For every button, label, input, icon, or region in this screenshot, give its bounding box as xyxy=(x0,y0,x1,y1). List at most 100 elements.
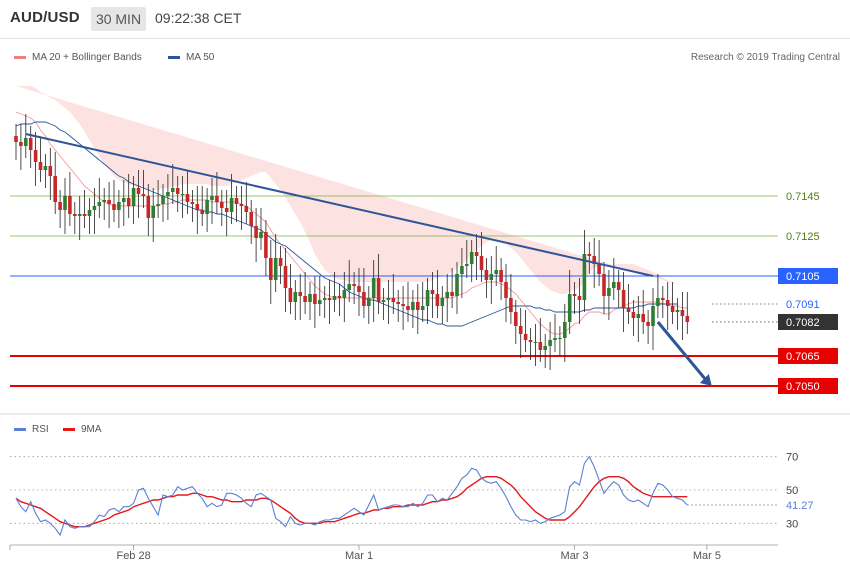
candle-body-29 xyxy=(156,204,160,206)
candle-body-17 xyxy=(97,202,102,206)
candle-body-45 xyxy=(234,198,239,204)
rsi-line xyxy=(15,455,688,537)
candle-body-51 xyxy=(264,232,268,258)
candle-body-128 xyxy=(641,314,645,322)
candle-body-88 xyxy=(445,292,449,298)
bollinger-band xyxy=(16,86,683,294)
symbol-label: AUD/USD xyxy=(10,9,80,26)
candle-body-94 xyxy=(474,252,479,256)
candle-body-31 xyxy=(166,192,170,196)
candle-body-81 xyxy=(411,302,415,310)
candle-body-16 xyxy=(92,206,97,210)
candle-body-12 xyxy=(73,214,77,216)
trend-line xyxy=(25,133,654,277)
candle-body-27 xyxy=(146,196,151,218)
time-tick-label-3: Mar 5 xyxy=(693,550,721,562)
rsi-label: RSI xyxy=(32,424,49,435)
candle-body-87 xyxy=(440,298,445,306)
rsi-last-value: 41.27 xyxy=(786,500,814,512)
candle-body-77 xyxy=(391,298,396,302)
candle-body-109 xyxy=(548,340,552,346)
candle-body-102 xyxy=(514,312,518,326)
candle-body-107 xyxy=(538,342,543,350)
candle-body-135 xyxy=(675,310,680,312)
candle-body-19 xyxy=(107,200,111,204)
level-label-2: 0.7105 xyxy=(786,271,820,283)
candle-body-3 xyxy=(28,138,33,150)
time-tick-label-1: Mar 1 xyxy=(345,550,373,562)
projection-arrow xyxy=(656,321,708,382)
candle-body-103 xyxy=(518,326,523,334)
candle-body-50 xyxy=(259,232,263,238)
candle-body-76 xyxy=(386,298,391,300)
legend-ma50: MA 50 xyxy=(168,52,214,63)
candle-body-43 xyxy=(224,208,229,212)
candle-body-4 xyxy=(33,150,38,162)
header-divider xyxy=(0,38,850,39)
level-label-bg-2 xyxy=(778,268,838,284)
candle-body-59 xyxy=(303,296,307,302)
candle-body-92 xyxy=(465,264,469,266)
rsi-ma9-line xyxy=(15,476,688,528)
candle-body-55 xyxy=(283,266,288,288)
rsi-tick-label-2: 70 xyxy=(786,452,798,464)
candle-body-30 xyxy=(161,196,165,204)
candle-body-54 xyxy=(278,258,283,266)
candle-body-86 xyxy=(435,294,440,306)
candle-body-39 xyxy=(205,200,209,214)
candle-body-79 xyxy=(401,304,405,306)
candle-body-41 xyxy=(215,196,219,202)
candle-body-68 xyxy=(347,284,351,290)
level-label-0: 0.7145 xyxy=(786,191,820,203)
ma50-label: MA 50 xyxy=(186,52,215,63)
candle-body-2 xyxy=(24,138,28,146)
candle-body-108 xyxy=(543,346,547,350)
candle-body-49 xyxy=(254,226,258,238)
level-label-3: 0.7091 xyxy=(786,299,820,311)
candle-body-73 xyxy=(371,278,376,298)
candle-body-11 xyxy=(68,196,72,214)
candle-body-84 xyxy=(425,290,430,306)
candle-body-18 xyxy=(102,200,106,202)
legend-9ma: 9MA xyxy=(63,424,102,435)
candle-body-34 xyxy=(180,194,185,195)
candle-body-21 xyxy=(117,202,121,210)
candle-body-134 xyxy=(670,306,675,312)
candle-body-13 xyxy=(77,214,82,216)
candle-body-69 xyxy=(352,284,356,286)
candle-body-7 xyxy=(48,166,53,176)
ma50-line xyxy=(15,121,678,327)
candle-body-95 xyxy=(479,256,484,270)
candle-body-65 xyxy=(332,296,337,300)
ma9-swatch xyxy=(63,428,75,431)
candle-body-104 xyxy=(523,334,528,340)
candle-body-74 xyxy=(376,278,381,302)
candle-body-72 xyxy=(367,298,371,306)
candle-body-25 xyxy=(136,188,141,194)
candle-body-10 xyxy=(63,196,67,210)
candle-body-6 xyxy=(43,166,48,170)
level-label-4: 0.7082 xyxy=(786,317,820,329)
candle-body-99 xyxy=(499,270,503,282)
candle-body-71 xyxy=(362,292,366,306)
candle-body-121 xyxy=(607,288,611,296)
candle-body-47 xyxy=(244,206,249,212)
candle-body-48 xyxy=(249,212,253,226)
candle-body-123 xyxy=(616,282,621,290)
candle-body-105 xyxy=(528,340,533,342)
candle-body-57 xyxy=(293,292,298,302)
candle-body-8 xyxy=(53,176,57,202)
timeframe-button[interactable]: 30 MIN xyxy=(91,7,146,31)
candle-body-110 xyxy=(553,338,557,340)
candle-body-137 xyxy=(685,316,690,322)
candle-body-115 xyxy=(577,296,582,300)
candle-body-75 xyxy=(381,300,386,302)
candle-body-106 xyxy=(533,342,538,343)
chart-header: AUD/USD 30 MIN 09:22:38 CET xyxy=(0,0,850,38)
candle-body-40 xyxy=(210,196,214,200)
candle-body-131 xyxy=(656,298,660,306)
candle-body-36 xyxy=(190,202,195,204)
candle-body-101 xyxy=(509,298,513,312)
candle-body-28 xyxy=(151,206,155,218)
